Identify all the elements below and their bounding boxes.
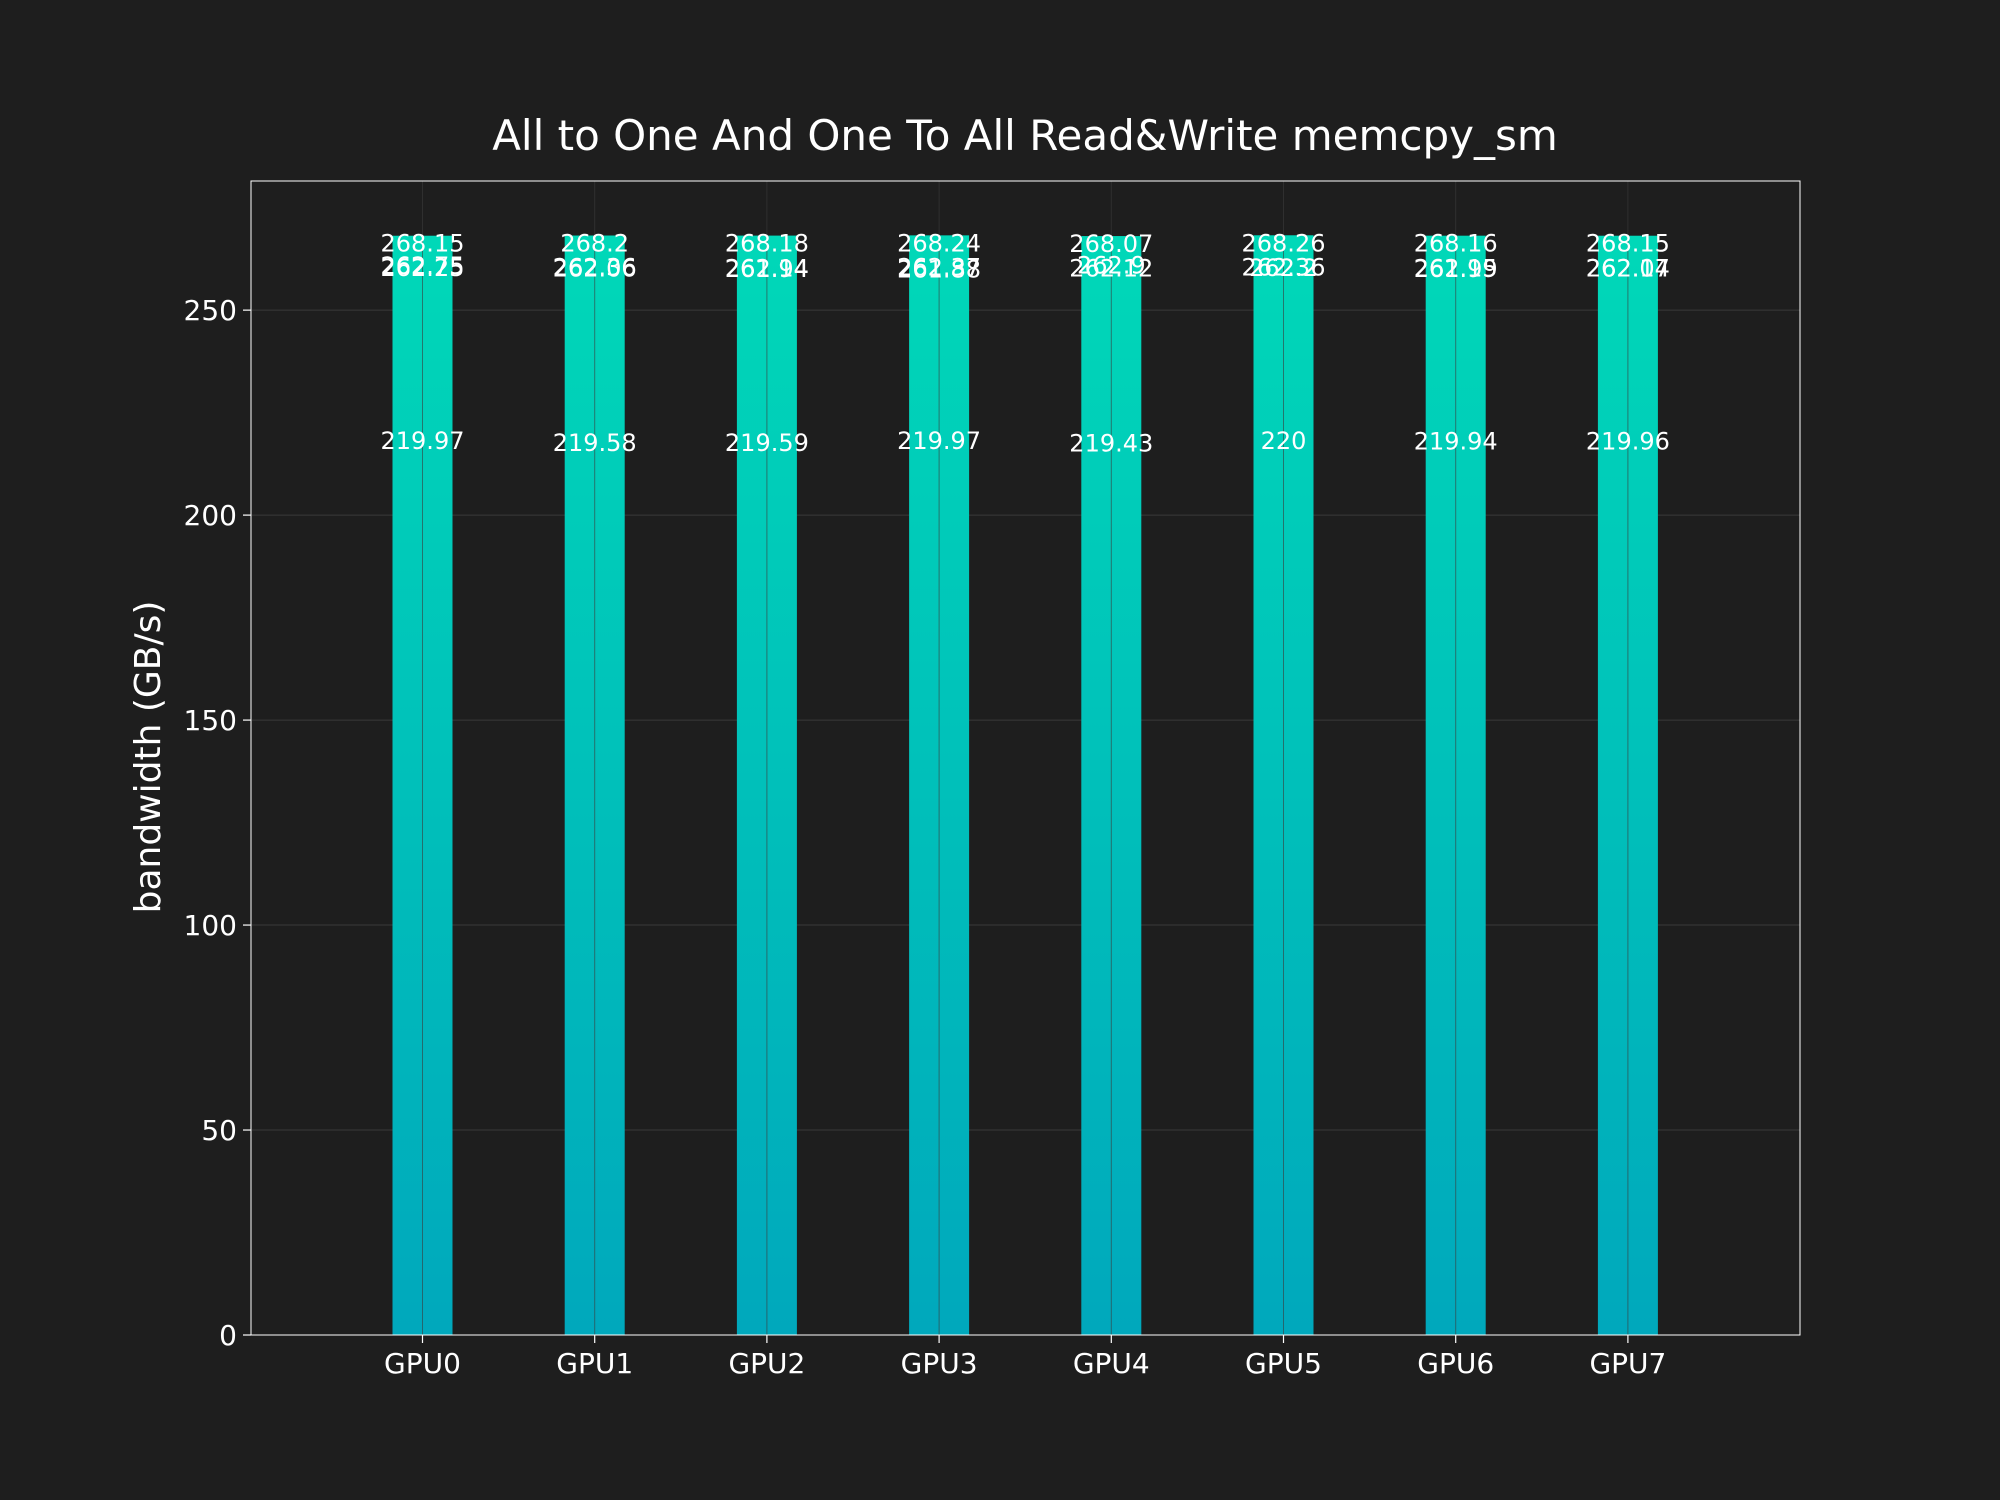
x-tick-label-gpu5: GPU5 [1245,1347,1322,1380]
x-tick-label-gpu3: GPU3 [901,1347,978,1380]
x-tick-label-gpu7: GPU7 [1589,1347,1666,1380]
data-label: 262.75 [381,252,465,280]
x-tick-label-gpu1: GPU1 [556,1347,633,1380]
data-label: 220 [1261,427,1307,455]
data-label: 262.14 [725,254,809,282]
data-label: 268.15 [1586,230,1670,258]
plot-frame [250,180,1801,1336]
data-label: 262.36 [1242,253,1326,281]
data-label: 268.2 [560,230,629,258]
data-label: 268.18 [725,230,809,258]
y-tick-label: 50 [201,1114,237,1147]
data-label: 268.16 [1414,230,1498,258]
data-label: 219.97 [897,427,981,455]
data-label: 268.07 [1069,230,1153,258]
data-label: 262.06 [553,255,637,283]
data-label: 219.43 [1069,429,1153,457]
y-tick-label: 100 [184,909,237,942]
data-labels: 262.75262.25268.15219.97262.36262.06268.… [381,229,1670,457]
x-tick-label-gpu2: GPU2 [728,1347,805,1380]
data-label: 219.96 [1586,427,1670,455]
data-label: 219.94 [1414,427,1498,455]
data-label: 268.26 [1242,229,1326,257]
data-label: 262.25 [381,254,465,282]
data-label: 262.36 [553,253,637,281]
data-label: 261.94 [725,255,809,283]
data-label: 262.07 [1586,255,1670,283]
data-label: 262.9 [1077,251,1146,279]
y-tick-label: 150 [184,704,237,737]
data-label: 219.97 [381,427,465,455]
y-tick-label: 200 [184,499,237,532]
x-tick-label-gpu4: GPU4 [1073,1347,1150,1380]
data-label: 268.24 [897,229,981,257]
data-label: 262.12 [1069,254,1153,282]
x-grid-lines [422,181,1629,1335]
chart-title: All to One And One To All Read&Write mem… [492,111,1558,160]
y-axis-label: bandwidth (GB/s) [128,601,169,914]
x-tick-label-gpu0: GPU0 [384,1347,461,1380]
y-tick-label: 0 [219,1319,237,1352]
x-tick-label-gpu6: GPU6 [1417,1347,1494,1380]
data-label: 261.88 [897,255,981,283]
data-label: 268.15 [381,230,465,258]
data-label: 262.2 [1249,254,1318,282]
data-label: 262.14 [1586,254,1670,282]
data-label: 261.99 [1414,255,1498,283]
y-tick-label: 250 [184,294,237,327]
axis-ticks: 0 50 100 150 200 250 GPU0 GPU1 GPU2 GPU3 GPU4 GPU5 G… [184,294,1667,1380]
data-label: 262.15 [1414,254,1498,282]
data-label: 219.58 [553,429,637,457]
data-label: 219.59 [725,429,809,457]
data-label: 262.37 [897,253,981,281]
